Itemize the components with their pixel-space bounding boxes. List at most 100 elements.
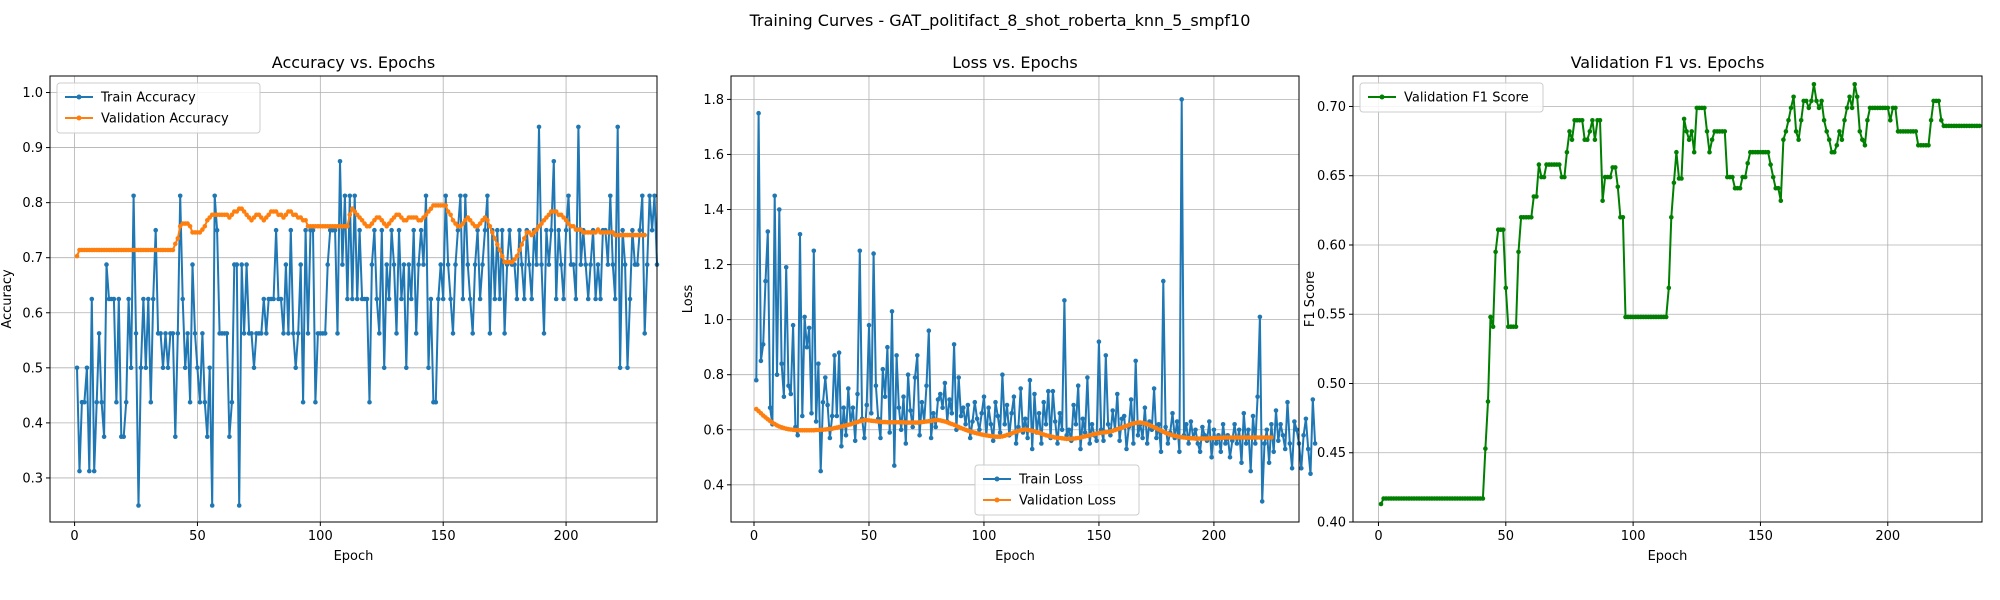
data-point <box>1161 278 1166 284</box>
data-point <box>1195 441 1201 446</box>
data-point <box>866 322 872 328</box>
x-tick-label: 150 <box>1748 529 1773 544</box>
data-point <box>1066 427 1072 433</box>
data-point <box>1080 416 1086 422</box>
data-point <box>1485 399 1491 404</box>
data-point <box>485 193 490 199</box>
x-tick-label: 50 <box>189 529 206 544</box>
data-point <box>399 296 404 302</box>
data-point <box>1299 466 1304 471</box>
data-point <box>772 193 777 199</box>
data-point <box>1806 105 1812 111</box>
data-point <box>754 377 759 383</box>
data-point <box>195 365 200 371</box>
data-point <box>123 399 129 405</box>
data-point <box>622 262 628 267</box>
data-point <box>910 424 915 430</box>
data-point <box>988 422 994 427</box>
data-point <box>951 342 957 347</box>
data-point <box>352 193 358 199</box>
data-point <box>652 193 657 199</box>
data-point <box>440 296 446 302</box>
data-point <box>1860 137 1865 142</box>
data-point <box>227 434 232 440</box>
data-point <box>190 262 195 267</box>
data-point <box>1893 105 1898 111</box>
data-point <box>1273 408 1279 413</box>
data-point <box>917 433 922 438</box>
data-point <box>1248 468 1253 474</box>
data-point <box>804 344 810 350</box>
data-point <box>404 365 409 371</box>
data-point <box>1135 433 1141 438</box>
legend-swatch-marker <box>1379 94 1385 100</box>
data-point <box>549 227 554 233</box>
data-point <box>1165 441 1171 446</box>
data-point <box>460 296 466 302</box>
data-point <box>87 468 92 474</box>
data-point <box>924 383 929 389</box>
data-point <box>928 435 934 441</box>
y-tick-label: 0.65 <box>1317 169 1346 184</box>
data-point <box>1259 499 1265 504</box>
data-point <box>1303 416 1309 422</box>
data-point <box>335 331 340 336</box>
data-point <box>143 365 149 371</box>
data-point <box>1488 314 1493 320</box>
data-point <box>1193 427 1198 433</box>
data-point <box>116 296 122 302</box>
data-point <box>354 296 360 302</box>
data-point <box>942 380 948 386</box>
data-point <box>588 262 593 267</box>
data-point <box>1036 411 1042 416</box>
data-point <box>1043 422 1049 427</box>
data-point <box>1832 149 1837 155</box>
data-point <box>1078 446 1083 452</box>
data-point <box>595 262 601 267</box>
data-point <box>1101 438 1106 444</box>
data-point <box>1117 438 1122 444</box>
y-axis-label: Loss <box>681 285 696 314</box>
data-point <box>286 331 291 336</box>
data-point <box>187 224 193 229</box>
data-point <box>598 296 603 302</box>
x-axis-label: Epoch <box>995 549 1035 564</box>
data-point <box>1025 435 1030 441</box>
data-point <box>325 262 331 267</box>
data-point <box>1128 397 1134 402</box>
data-point <box>300 399 306 405</box>
data-point <box>423 193 429 199</box>
data-point <box>940 405 945 411</box>
data-point <box>972 399 978 405</box>
data-point <box>450 331 456 336</box>
data-point <box>1115 391 1120 397</box>
series-1 <box>1378 82 1982 507</box>
data-point <box>1124 446 1129 452</box>
data-point <box>539 262 544 267</box>
data-point <box>1862 143 1868 148</box>
data-point <box>908 408 913 413</box>
data-point <box>455 227 461 233</box>
data-point <box>1266 460 1272 466</box>
data-point <box>813 419 819 424</box>
data-point <box>571 224 576 229</box>
data-point <box>1262 441 1267 446</box>
legend: Train Accuracy Validation Accuracy <box>56 82 261 134</box>
data-point <box>1085 375 1090 380</box>
series-1 <box>754 97 1318 504</box>
data-point <box>605 262 611 267</box>
data-point <box>1786 118 1791 123</box>
data-point <box>1179 97 1184 102</box>
data-point <box>534 262 539 267</box>
data-point <box>774 372 780 378</box>
data-point <box>499 253 505 259</box>
data-point <box>1211 427 1217 433</box>
data-point <box>885 344 890 350</box>
x-axis-label: Epoch <box>1648 549 1688 564</box>
data-point <box>1059 427 1065 433</box>
data-point <box>1620 215 1626 220</box>
data-point <box>610 262 616 267</box>
data-point <box>1188 419 1194 424</box>
data-point <box>495 227 500 233</box>
